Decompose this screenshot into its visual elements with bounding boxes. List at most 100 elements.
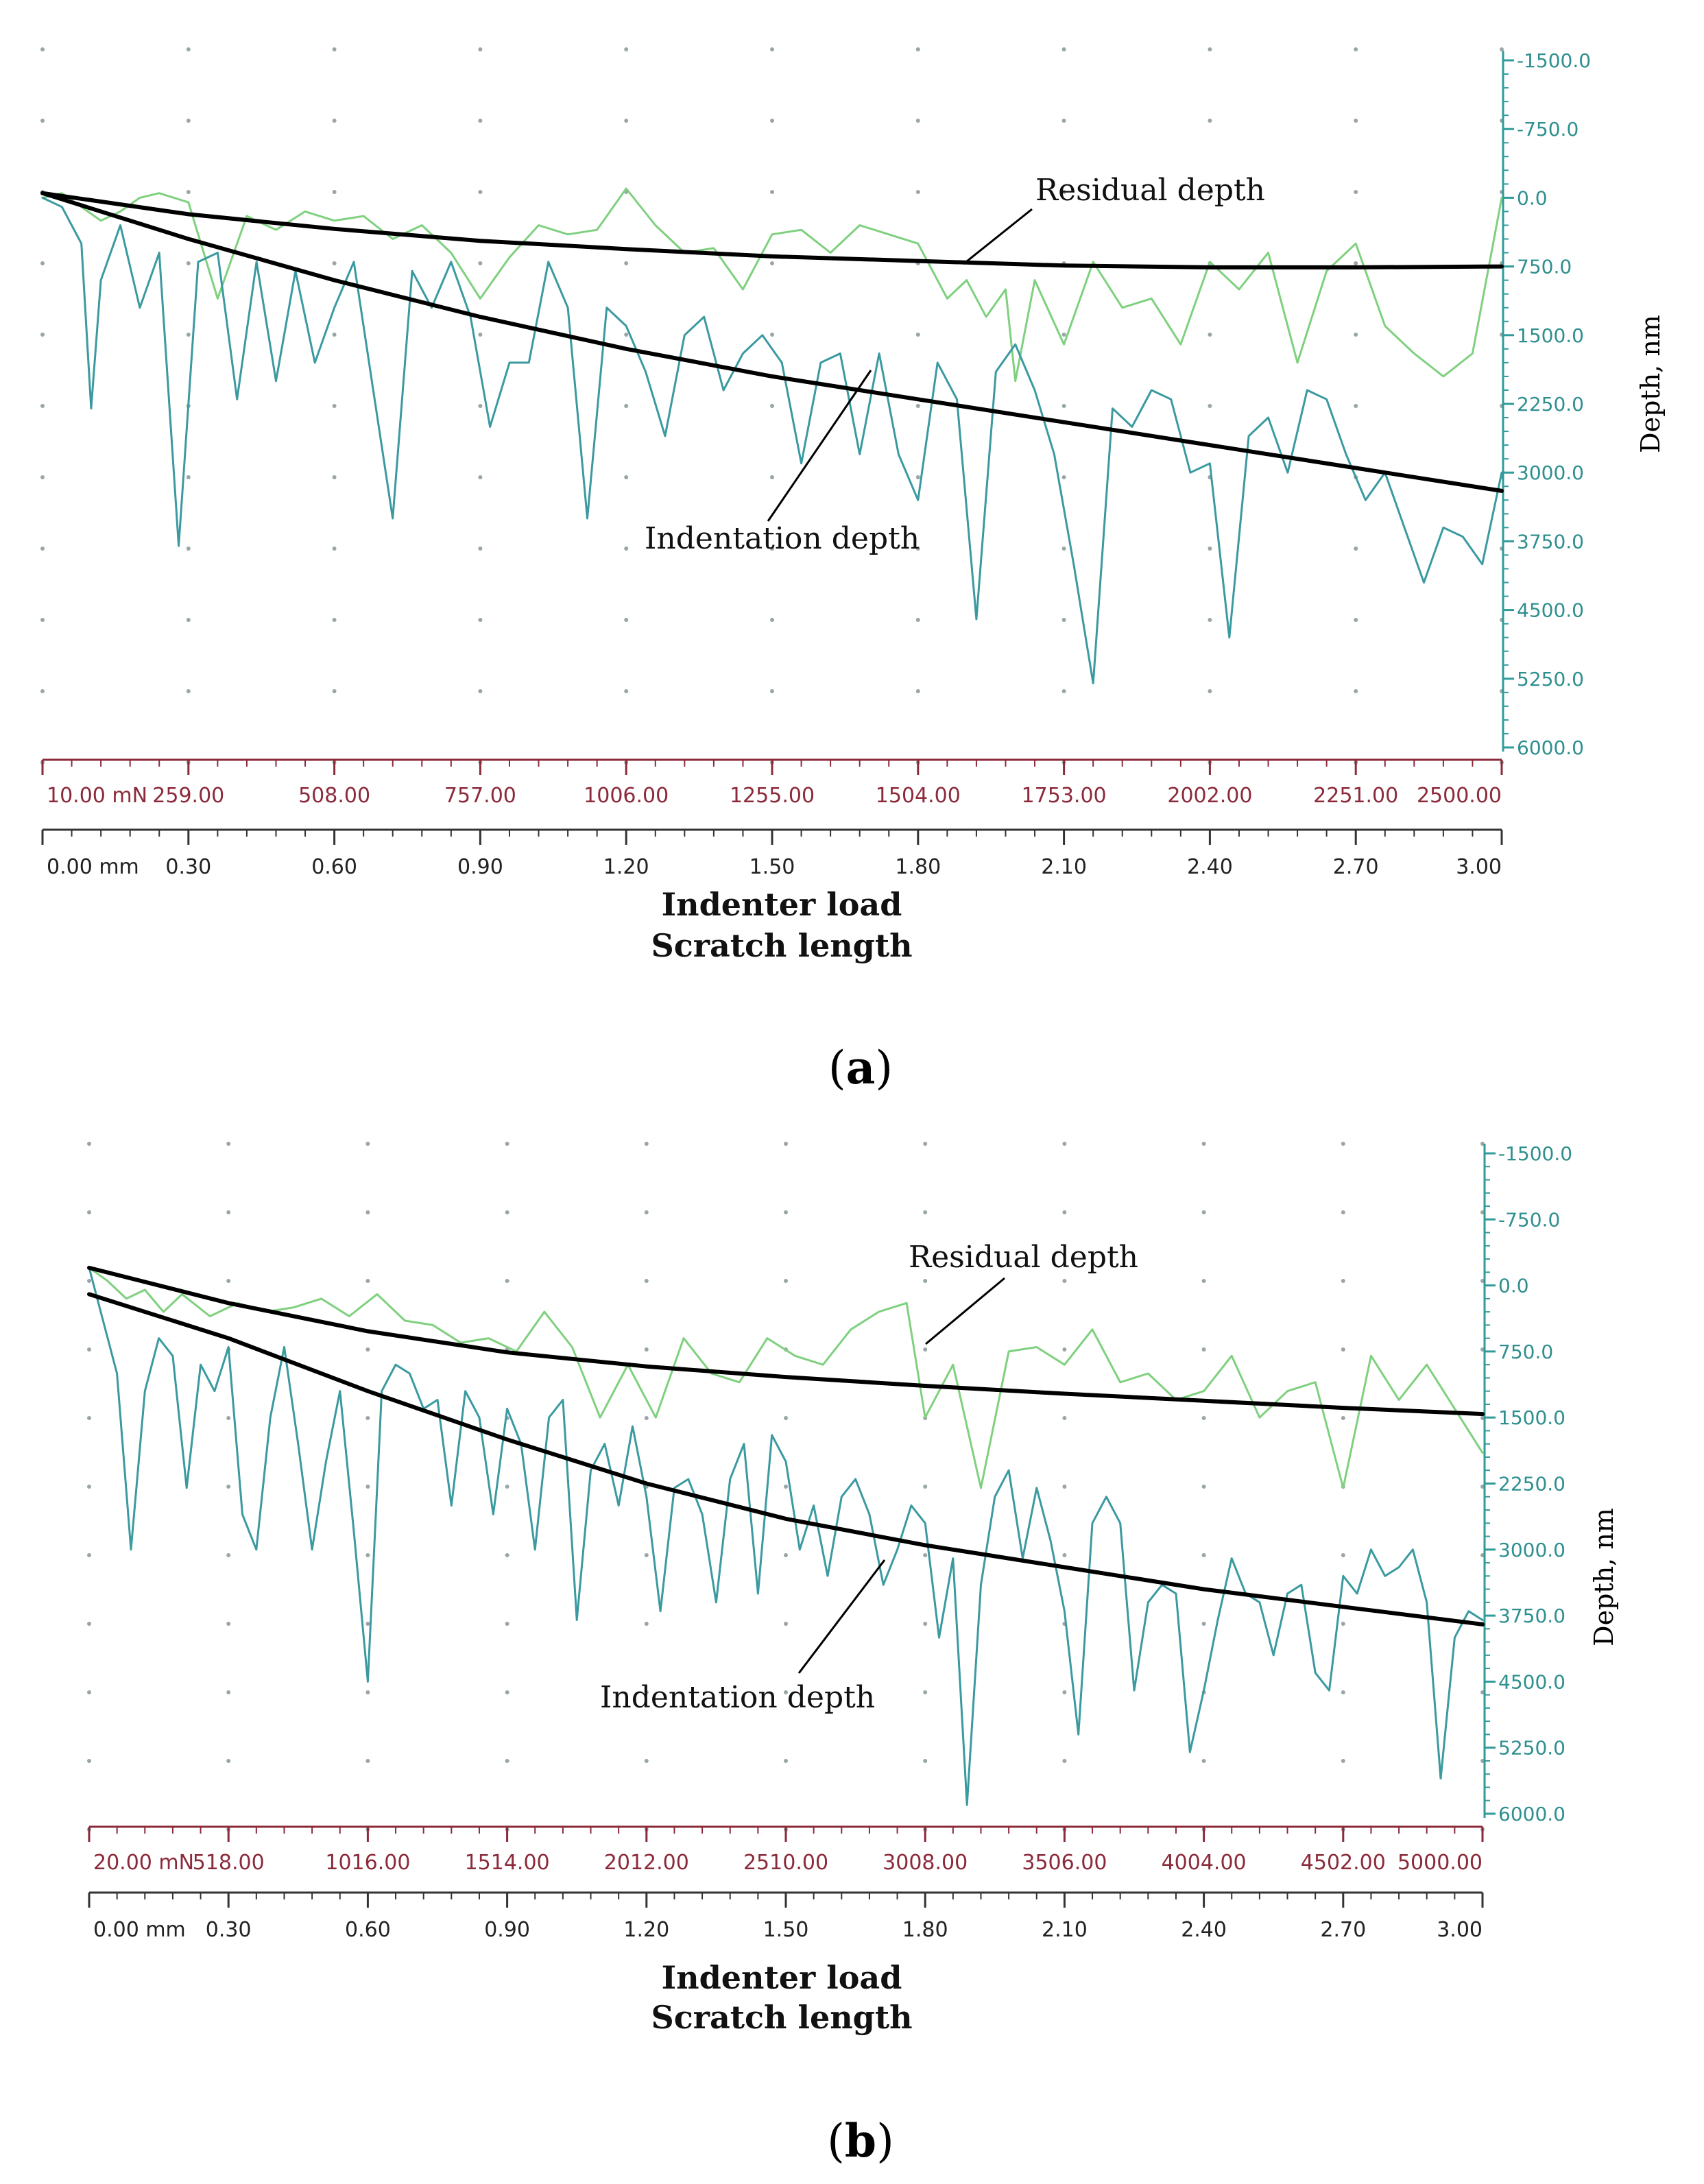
grid-dot <box>784 1210 788 1214</box>
grid-dot <box>1354 47 1358 51</box>
grid-dot <box>186 475 191 479</box>
grid-dot <box>226 1690 231 1694</box>
grid-dot <box>1354 404 1358 408</box>
y-tick-label: 4500.0 <box>1517 599 1584 622</box>
grid-dot <box>87 1210 91 1214</box>
x-axis-length: 0.00 mm 0.30 0.60 0.90 1.20 1.50 1.80 2.10 2.40 2… <box>41 828 1503 879</box>
grid-dot <box>784 1759 788 1763</box>
grid-dot <box>624 475 629 479</box>
grid-dot <box>87 1759 91 1763</box>
load-tick-label: 2002.00 <box>1167 784 1252 808</box>
grid-dot <box>478 618 483 622</box>
grid-dot <box>332 333 337 337</box>
panel-b-caption-letter: b <box>845 2114 876 2168</box>
length-tick-label: 1.20 <box>623 1918 669 1942</box>
grid-dot <box>505 1485 509 1489</box>
grid-dot <box>40 404 45 408</box>
grid-dot <box>644 1279 649 1283</box>
grid-dot <box>1354 190 1358 194</box>
length-tick-label: 2.40 <box>1187 855 1233 879</box>
grid-dot <box>505 1759 509 1763</box>
load-tick-label: 5000.00 <box>1397 1851 1483 1875</box>
grid-dot <box>915 333 920 337</box>
grid-dot <box>1062 1416 1067 1420</box>
series-line-residual-depth-fit <box>87 1265 1485 1417</box>
grid-dot <box>770 689 774 693</box>
grid-dot <box>923 1759 928 1763</box>
grid-dot <box>332 119 337 123</box>
grid-dot <box>923 1622 928 1626</box>
grid-dot <box>332 547 337 551</box>
grid-dot <box>644 1210 649 1214</box>
y-tick-label: -750.0 <box>1517 118 1579 141</box>
grid-dot <box>1061 547 1066 551</box>
y-tick-label: -1500.0 <box>1498 1142 1572 1165</box>
grid-dot <box>87 1279 91 1283</box>
load-tick-label: 757.00 <box>444 784 516 808</box>
load-tick-label: 2500.00 <box>1417 784 1502 808</box>
grid-dot <box>1341 1347 1345 1352</box>
grid-dot <box>186 547 191 551</box>
y-tick-label: 3000.0 <box>1498 1539 1565 1561</box>
grid-dot <box>40 618 45 622</box>
grid-dot <box>1201 1279 1206 1283</box>
length-tick-label: 0.90 <box>457 855 503 879</box>
panel-b-caption: (b) <box>827 2114 894 2168</box>
grid-dot <box>226 1485 231 1489</box>
grid-dot <box>40 333 45 337</box>
grid-dot <box>365 1553 370 1557</box>
panel-a: -1500.0 -750.0 0.0 750.0 1500.0 2250.0 3000.0 3… <box>40 47 1666 964</box>
y-tick-label: 2250.0 <box>1517 393 1584 416</box>
series-line-indentation-depth-fit <box>40 191 1504 493</box>
load-tick-label: 3506.00 <box>1022 1851 1107 1875</box>
y-axis: -1500.0 -750.0 0.0 750.0 1500.0 2250.0 3000.0 3… <box>1483 1142 1619 1825</box>
grid-dot <box>624 333 629 337</box>
grid-dot <box>1208 618 1212 622</box>
y-tick-label: 0.0 <box>1498 1275 1529 1297</box>
grid-dot <box>1341 1690 1345 1694</box>
grid-dot <box>186 47 191 51</box>
grid-dot <box>478 47 483 51</box>
grid-dot <box>226 1210 231 1214</box>
grid-dot <box>1354 333 1358 337</box>
grid-dot <box>1208 47 1212 51</box>
length-tick-label: 1.80 <box>902 1918 948 1942</box>
grid-dot <box>1201 1553 1206 1557</box>
grid-dot <box>478 475 483 479</box>
grid-dot <box>624 689 629 693</box>
grid-dot <box>915 689 920 693</box>
y-tick-label: 3750.0 <box>1517 530 1584 553</box>
grid-dot <box>226 1553 231 1557</box>
length-tick-label: 2.10 <box>1042 1918 1088 1942</box>
grid-dot <box>87 1416 91 1420</box>
grid-dot <box>332 475 337 479</box>
y-tick-label: 750.0 <box>1498 1341 1553 1363</box>
y-tick-label: -750.0 <box>1498 1208 1560 1231</box>
load-tick-label: 4502.00 <box>1301 1851 1386 1875</box>
grid-dot <box>923 1279 928 1283</box>
annotation-indentation-depth: Indentation depth <box>645 521 920 556</box>
annotation-leader-indentation <box>767 370 872 522</box>
length-tick-label: 2.70 <box>1333 855 1379 879</box>
load-tick-label: 259.00 <box>152 784 224 808</box>
length-tick-label: 2.10 <box>1041 855 1087 879</box>
y-tick-label: 5250.0 <box>1498 1737 1565 1760</box>
length-tick-label: 2.70 <box>1320 1918 1366 1942</box>
grid-dot <box>644 1759 649 1763</box>
grid-dot <box>784 1553 788 1557</box>
grid-dot <box>40 547 45 551</box>
grid-dot <box>1341 1142 1345 1146</box>
grid-dot <box>505 1142 509 1146</box>
grid-dot <box>923 1690 928 1694</box>
length-tick-label: 1.20 <box>603 855 649 879</box>
grid-dot <box>505 1210 509 1214</box>
grid-dot <box>40 47 45 51</box>
grid-dot <box>478 261 483 265</box>
grid-dot <box>644 1416 649 1420</box>
grid-dot <box>87 1690 91 1694</box>
grid-dot <box>1341 1210 1345 1214</box>
grid-dot <box>923 1142 928 1146</box>
grid-dot <box>644 1142 649 1146</box>
grid-dot <box>624 404 629 408</box>
grid-dot <box>1201 1622 1206 1626</box>
